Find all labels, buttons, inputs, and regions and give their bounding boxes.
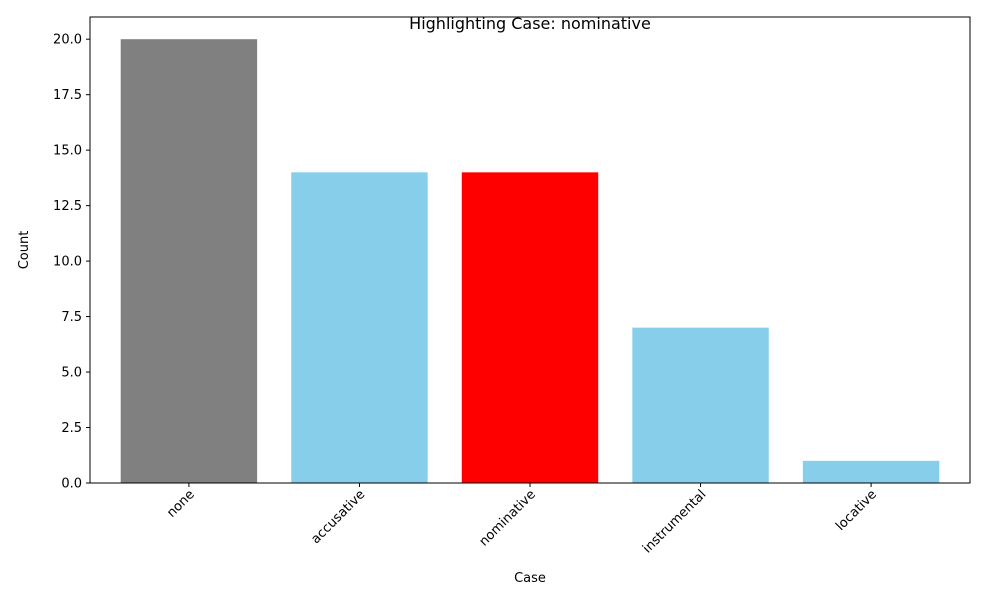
x-tick-label: accusative xyxy=(308,487,368,547)
bar-instrumental xyxy=(632,327,769,483)
y-tick-label: 15.0 xyxy=(53,144,82,159)
y-tick-label: 20.0 xyxy=(53,33,82,48)
y-tick-label: 12.5 xyxy=(53,199,82,214)
y-tick-label: 7.5 xyxy=(61,310,82,325)
bar-nominative xyxy=(461,172,599,484)
y-tick-label: 2.5 xyxy=(61,421,82,436)
x-tick-label: instrumental xyxy=(640,487,709,556)
bar-locative xyxy=(802,460,940,483)
plot-frame xyxy=(89,16,971,484)
y-axis: 0.0 2.5 5.0 7.5 10.0 12.5 15.0 17.5 20.0 xyxy=(53,33,90,492)
y-tick-label: 10.0 xyxy=(53,255,82,270)
y-axis-label: Count xyxy=(17,231,32,270)
x-axis-label: Case xyxy=(514,571,546,586)
y-tick-label: 5.0 xyxy=(61,366,82,381)
y-tick-label: 0.0 xyxy=(61,477,82,492)
bars-group xyxy=(120,39,940,484)
x-tick-label: none xyxy=(164,487,198,521)
x-axis: none accusative nominative instrumental loca… xyxy=(164,483,880,556)
x-tick-label: locative xyxy=(833,487,880,534)
bar-none xyxy=(120,39,258,483)
y-tick-label: 17.5 xyxy=(53,88,82,103)
chart-title: Highlighting Case: nominative xyxy=(409,14,651,33)
x-tick-label: nominative xyxy=(477,487,539,549)
bar-accusative xyxy=(291,172,428,484)
